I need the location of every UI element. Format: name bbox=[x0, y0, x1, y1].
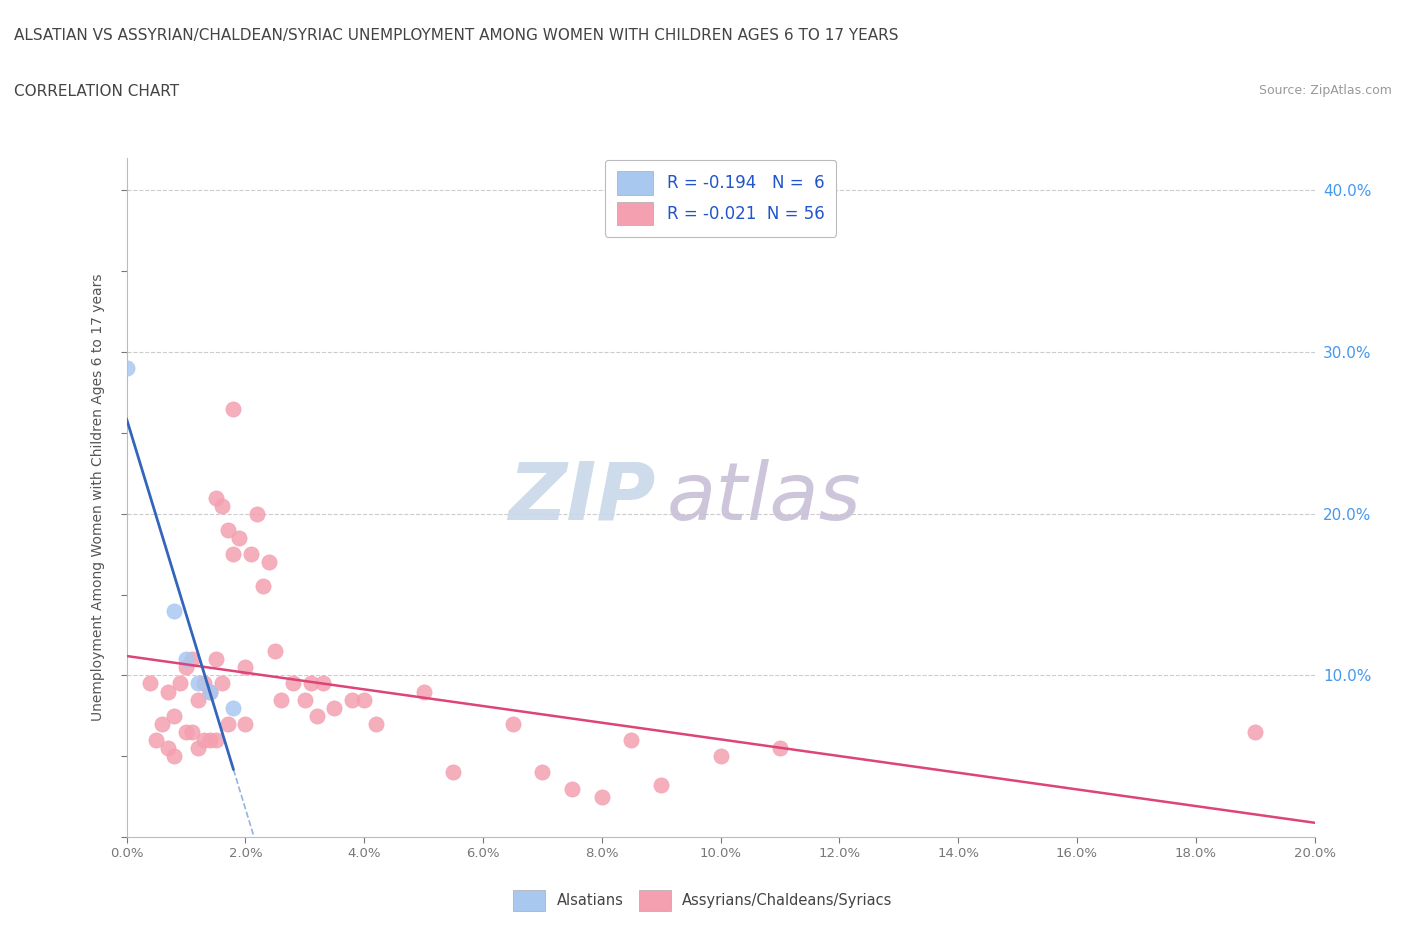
Point bbox=[311, 676, 333, 691]
Point bbox=[264, 644, 287, 658]
Point bbox=[174, 652, 197, 667]
Point bbox=[115, 361, 138, 376]
Point bbox=[211, 676, 233, 691]
Point bbox=[270, 692, 292, 707]
Point bbox=[180, 724, 202, 739]
Point bbox=[222, 700, 245, 715]
Point bbox=[412, 684, 434, 699]
Point bbox=[211, 498, 233, 513]
Point bbox=[441, 764, 464, 779]
Point bbox=[163, 709, 186, 724]
Point bbox=[620, 733, 643, 748]
Point bbox=[150, 716, 173, 731]
Point bbox=[198, 684, 221, 699]
Point bbox=[257, 555, 280, 570]
Point bbox=[591, 790, 613, 804]
Point bbox=[353, 692, 375, 707]
Text: CORRELATION CHART: CORRELATION CHART bbox=[14, 84, 179, 99]
Point bbox=[769, 740, 792, 755]
Y-axis label: Unemployment Among Women with Children Ages 6 to 17 years: Unemployment Among Women with Children A… bbox=[91, 273, 105, 722]
Legend: Alsatians, Assyrians/Chaldeans/Syriacs: Alsatians, Assyrians/Chaldeans/Syriacs bbox=[506, 883, 900, 918]
Point bbox=[281, 676, 304, 691]
Point bbox=[222, 547, 245, 562]
Point bbox=[240, 547, 263, 562]
Point bbox=[233, 660, 256, 675]
Text: ALSATIAN VS ASSYRIAN/CHALDEAN/SYRIAC UNEMPLOYMENT AMONG WOMEN WITH CHILDREN AGES: ALSATIAN VS ASSYRIAN/CHALDEAN/SYRIAC UNE… bbox=[14, 28, 898, 43]
Point bbox=[163, 749, 186, 764]
Point bbox=[174, 660, 197, 675]
Point bbox=[561, 781, 583, 796]
Point bbox=[157, 684, 180, 699]
Point bbox=[174, 724, 197, 739]
Point bbox=[139, 676, 162, 691]
Point bbox=[169, 676, 191, 691]
Point bbox=[217, 523, 239, 538]
Point bbox=[650, 777, 672, 792]
Point bbox=[217, 716, 239, 731]
Text: atlas: atlas bbox=[666, 458, 862, 537]
Point bbox=[305, 709, 328, 724]
Point bbox=[187, 740, 209, 755]
Point bbox=[204, 733, 226, 748]
Point bbox=[294, 692, 316, 707]
Point bbox=[531, 764, 554, 779]
Point bbox=[193, 733, 215, 748]
Point bbox=[204, 490, 226, 505]
Text: ZIP: ZIP bbox=[508, 458, 655, 537]
Point bbox=[198, 733, 221, 748]
Point bbox=[323, 700, 346, 715]
Point bbox=[233, 716, 256, 731]
Point bbox=[187, 676, 209, 691]
Point bbox=[157, 740, 180, 755]
Point bbox=[1244, 724, 1267, 739]
Point bbox=[246, 506, 269, 521]
Point bbox=[198, 684, 221, 699]
Point bbox=[364, 716, 387, 731]
Point bbox=[502, 716, 524, 731]
Point bbox=[145, 733, 167, 748]
Point bbox=[222, 401, 245, 416]
Legend: R = -0.194   N =  6, R = -0.021  N = 56: R = -0.194 N = 6, R = -0.021 N = 56 bbox=[605, 160, 837, 237]
Point bbox=[163, 604, 186, 618]
Point bbox=[187, 692, 209, 707]
Point bbox=[299, 676, 322, 691]
Point bbox=[193, 676, 215, 691]
Point bbox=[228, 530, 250, 545]
Point bbox=[204, 652, 226, 667]
Point bbox=[180, 652, 202, 667]
Text: Source: ZipAtlas.com: Source: ZipAtlas.com bbox=[1258, 84, 1392, 97]
Point bbox=[709, 749, 731, 764]
Point bbox=[342, 692, 364, 707]
Point bbox=[252, 579, 274, 594]
